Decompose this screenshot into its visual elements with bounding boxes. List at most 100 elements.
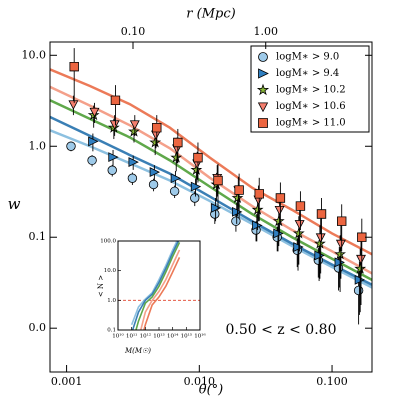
inset-curve: [130, 241, 178, 326]
inset-curve: [131, 241, 180, 330]
inset-x-tick-label: 10¹⁰: [112, 333, 124, 340]
legend-marker: [258, 118, 268, 128]
legend-marker: [258, 68, 269, 79]
data-point: [128, 157, 139, 168]
data-point: [127, 173, 138, 183]
plot-frame: [49, 41, 373, 373]
data-point: [335, 239, 346, 250]
data-point: [89, 107, 100, 118]
data-point: [234, 185, 244, 195]
data-point: [149, 136, 162, 148]
data-point: [109, 120, 120, 130]
legend-label: logM∗ > 10.6: [276, 101, 346, 112]
data-point: [275, 193, 286, 203]
x2-tick-label: 1.00: [253, 25, 278, 38]
y-tick-label: 10.0: [22, 48, 47, 61]
data-point: [292, 227, 305, 239]
data-point: [337, 216, 347, 226]
data-point: [273, 228, 284, 239]
legend-label: logM∗ > 11.0: [276, 118, 346, 129]
data-point: [232, 206, 243, 217]
data-point: [170, 173, 182, 184]
data-point: [293, 242, 304, 252]
data-point: [149, 167, 161, 178]
data-point: [314, 250, 325, 261]
annotation: 0.50 < z < 0.80: [226, 322, 337, 338]
inset-x-tick-label: 10¹⁵: [181, 333, 192, 340]
data-point: [316, 209, 327, 219]
legend-box: [250, 45, 370, 133]
inset-y-tick-label: 0.1: [107, 328, 116, 334]
y-tick-label: 0.0: [29, 321, 47, 334]
data-point: [69, 61, 79, 72]
inset-x-tick-label: 10¹³: [153, 333, 164, 340]
inset-curve: [135, 242, 181, 330]
data-point: [128, 125, 140, 137]
data-point: [190, 163, 203, 175]
data-point: [190, 193, 200, 203]
inset-x-tick-label: 10¹¹: [126, 333, 137, 340]
inset-x-tick-label: 10¹⁶: [194, 333, 206, 340]
inset-x-tick-label: 10¹⁴: [167, 333, 179, 340]
inset-y-tick-label: 1.0: [107, 298, 116, 304]
data-point: [254, 189, 264, 199]
data-point: [68, 100, 79, 110]
data-point: [353, 285, 364, 296]
x2-tick-label: 0.10: [121, 25, 146, 38]
data-point: [108, 152, 119, 163]
y-label: w: [8, 195, 21, 213]
inset-curve: [143, 257, 181, 330]
x-tick-label: 0.010: [184, 375, 216, 388]
x2-label: r (Mpc): [186, 7, 235, 22]
data-point: [334, 248, 346, 260]
data-point: [129, 120, 140, 130]
data-point: [107, 165, 117, 175]
x-tick-label: 0.001: [51, 375, 83, 388]
inset-x-label: M(M☉): [124, 347, 151, 355]
legend-label: logM∗ > 10.2: [276, 85, 346, 96]
data-point: [210, 202, 222, 213]
inset-y-label: < N >: [97, 275, 105, 297]
data-point: [251, 203, 264, 215]
data-point: [66, 141, 76, 151]
data-point: [274, 206, 285, 216]
x-tick-label: 0.100: [316, 375, 348, 388]
data-point: [252, 220, 263, 231]
model-curve: [50, 68, 372, 256]
data-point: [315, 233, 326, 243]
legend-marker: [256, 83, 270, 96]
data-point: [170, 151, 183, 163]
y-tick-label: 0.1: [29, 230, 47, 243]
data-point: [272, 215, 285, 227]
data-point: [87, 155, 97, 166]
data-point: [231, 191, 244, 204]
inset-y-tick-label: 100.0: [100, 239, 116, 245]
inset-curves: [118, 241, 200, 330]
inset-y-tick-label: 10.0: [104, 268, 117, 274]
y-tick-label: 1.0: [29, 139, 47, 152]
inset-curve: [139, 249, 181, 330]
data-point: [294, 220, 305, 230]
data-point: [169, 186, 180, 196]
data-point: [173, 137, 183, 148]
inset-x-tick-label: 10¹²: [140, 333, 151, 340]
data-point: [354, 274, 366, 285]
data-point: [88, 136, 99, 147]
data-point: [110, 95, 121, 106]
data-point: [334, 257, 345, 268]
data-point: [354, 262, 367, 274]
legend-label: logM∗ > 9.4: [276, 68, 339, 79]
x-label: θ(°): [199, 383, 223, 398]
data-point: [193, 152, 203, 163]
legend-marker: [258, 52, 268, 62]
data-point: [152, 122, 162, 133]
data-point: [148, 179, 159, 190]
data-point: [231, 216, 241, 226]
data-point: [190, 181, 202, 192]
legend-label: logM∗ > 9.0: [276, 52, 339, 63]
data-point: [213, 175, 223, 186]
data-point: [314, 237, 326, 249]
data-point: [295, 201, 306, 211]
legend-marker: [257, 102, 269, 113]
